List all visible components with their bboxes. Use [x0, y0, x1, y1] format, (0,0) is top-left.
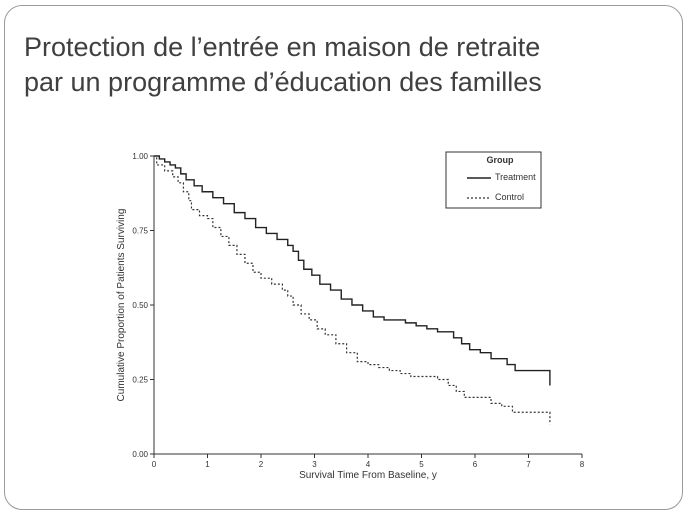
legend: Group Treatment Control — [445, 151, 542, 209]
y-axis-label: Cumulative Proportion of Patients Surviv… — [116, 209, 127, 402]
y-tick-label: 1.00 — [132, 152, 148, 161]
series-line-control — [154, 155, 551, 425]
y-axis-ticks: 0.00 0.25 0.50 0.75 1.00 — [132, 152, 154, 459]
slide-frame — [4, 5, 683, 510]
y-tick-label: 0.50 — [132, 301, 148, 310]
x-tick-label: 1 — [205, 460, 210, 469]
x-axis-ticks: 0 1 2 3 4 5 6 7 8 — [152, 454, 585, 469]
y-tick-label: 0.75 — [132, 227, 148, 236]
y-tick-label: 0.25 — [132, 376, 148, 385]
slide-title: Protection de l’entrée en maison de retr… — [24, 30, 664, 100]
x-tick-label: 2 — [259, 460, 264, 469]
x-tick-label: 7 — [526, 460, 531, 469]
x-tick-label: 8 — [580, 460, 585, 469]
series-line-treatment — [154, 155, 551, 386]
x-axis-label: Survival Time From Baseline, y — [299, 470, 437, 481]
x-tick-label: 0 — [152, 460, 157, 469]
x-tick-label: 6 — [473, 460, 478, 469]
legend-label-control: Control — [495, 192, 524, 202]
legend-box — [445, 151, 542, 209]
legend-label-treatment: Treatment — [495, 172, 536, 182]
x-tick-label: 3 — [312, 460, 317, 469]
y-tick-label: 0.00 — [132, 450, 148, 459]
series-layer — [154, 155, 551, 425]
x-tick-label: 5 — [419, 460, 424, 469]
slide-title-line-1: Protection de l’entrée en maison de retr… — [24, 32, 541, 62]
x-tick-label: 4 — [366, 460, 371, 469]
slide-title-line-2: par un programme d’éducation des famille… — [24, 67, 542, 97]
legend-title: Group — [487, 155, 514, 165]
